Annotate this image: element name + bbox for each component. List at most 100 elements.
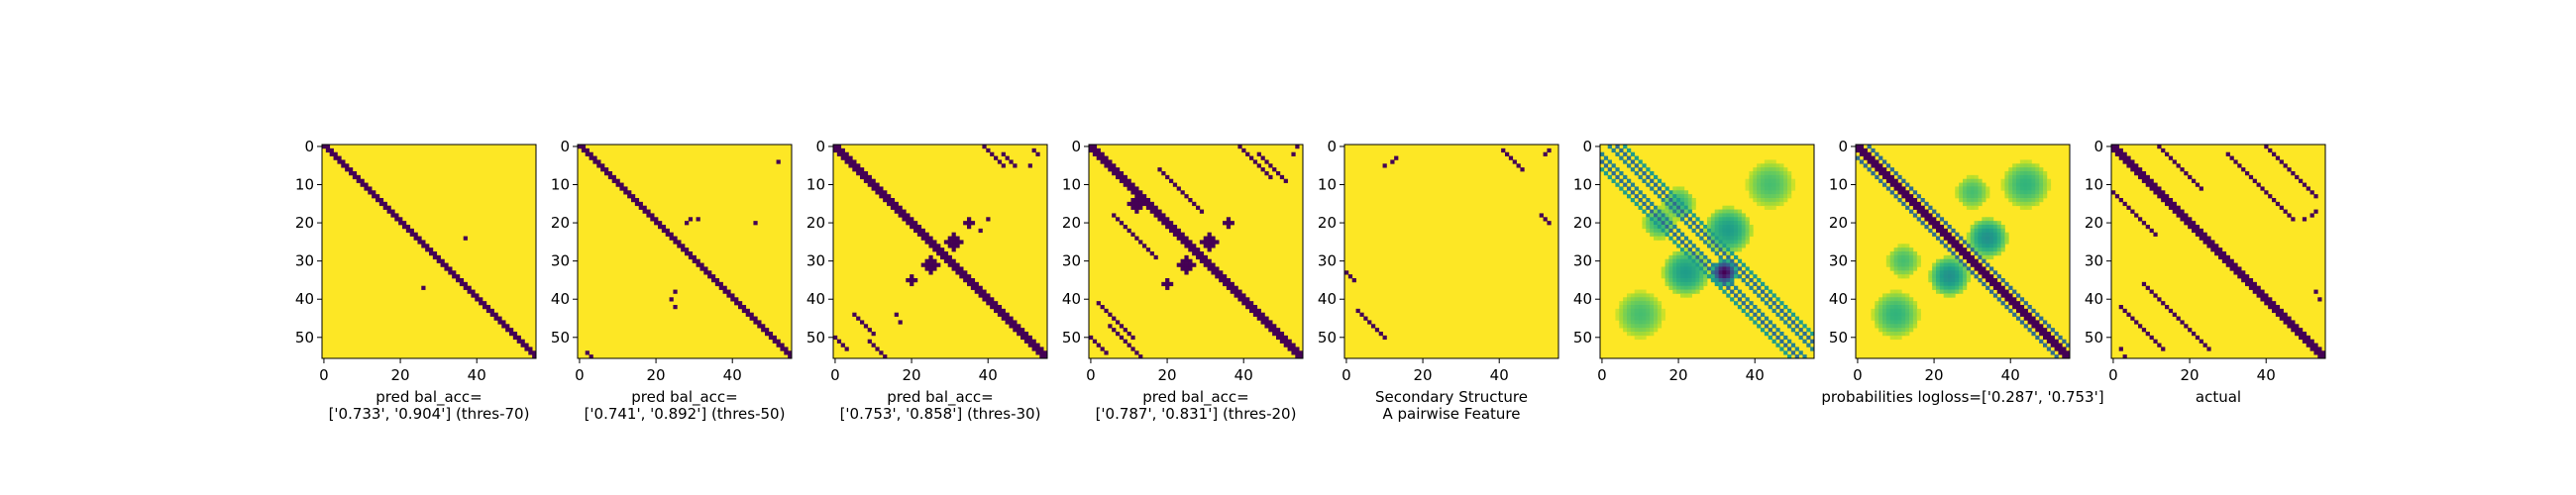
heatmap-cell xyxy=(1722,240,1727,245)
heatmap-cell xyxy=(1149,209,1154,214)
heatmap-cell xyxy=(1268,328,1273,333)
heatmap-cell xyxy=(1730,274,1735,279)
heatmap-cell xyxy=(2050,335,2055,341)
heatmap-cell xyxy=(2008,178,2013,183)
heatmap-cell xyxy=(402,221,407,226)
heatmap-cell xyxy=(2031,332,2036,337)
heatmap-cell xyxy=(2302,217,2308,222)
heatmap-cell xyxy=(1730,270,1735,275)
heatmap-cell xyxy=(2245,281,2250,287)
heatmap-cell xyxy=(928,236,933,241)
heatmap-cell xyxy=(1992,270,1998,275)
heatmap-cell xyxy=(1619,316,1624,321)
heatmap-cell xyxy=(947,254,952,260)
heatmap-cell xyxy=(1650,228,1655,234)
heatmap-cell xyxy=(1764,194,1770,199)
heatmap-cell xyxy=(1508,155,1514,160)
heatmap-cell xyxy=(852,167,857,172)
heatmap-cell xyxy=(2237,270,2242,275)
y-tick-label: 30 xyxy=(806,252,825,270)
heatmap-cell xyxy=(1664,262,1669,267)
heatmap-cell xyxy=(2035,171,2040,176)
heatmap-cell xyxy=(1737,209,1743,214)
y-tick-label: 50 xyxy=(295,329,314,346)
heatmap-cell xyxy=(1234,285,1238,290)
heatmap-cell xyxy=(1909,301,1914,306)
heatmap-cell xyxy=(1726,236,1731,241)
heatmap-cell xyxy=(951,248,956,252)
heatmap-cell xyxy=(1928,228,1933,234)
heatmap-cell xyxy=(1501,148,1506,153)
heatmap-cell xyxy=(1116,332,1121,337)
heatmap-cell xyxy=(2229,155,2234,160)
heatmap-cell xyxy=(2199,236,2203,241)
heatmap-cell xyxy=(1718,281,1723,287)
heatmap-cell xyxy=(1897,244,1902,248)
heatmap-cell xyxy=(1928,205,1933,210)
heatmap-cell xyxy=(1783,194,1788,199)
heatmap-cell xyxy=(1992,232,1998,237)
y-tick-label: 30 xyxy=(551,252,570,270)
heatmap-cell xyxy=(2016,190,2021,195)
heatmap-cell xyxy=(2283,316,2288,321)
heatmap-cell xyxy=(1783,350,1788,355)
heatmap-cell xyxy=(2031,190,2036,195)
heatmap-cell xyxy=(1199,240,1205,245)
heatmap-cell xyxy=(2214,251,2219,256)
heatmap-cell xyxy=(1737,305,1743,310)
heatmap-cell xyxy=(1668,205,1673,210)
heatmap-cell xyxy=(1184,194,1189,199)
heatmap-cell xyxy=(1165,281,1170,287)
heatmap-cell xyxy=(1875,305,1879,310)
heatmap-cell xyxy=(1184,266,1189,271)
heatmap-cell xyxy=(1737,236,1743,241)
heatmap-cell xyxy=(1654,312,1659,317)
heatmap-cell xyxy=(1646,221,1651,226)
heatmap-cell xyxy=(2291,328,2296,333)
heatmap-cell xyxy=(2279,312,2284,317)
heatmap-cell xyxy=(1916,194,1921,199)
x-axis-label: ['0.733', '0.904'] (thres-70) xyxy=(329,405,530,423)
heatmap-cell xyxy=(2176,316,2181,321)
heatmap-cell xyxy=(1897,312,1902,317)
heatmap-cell xyxy=(1775,198,1780,203)
heatmap-cell xyxy=(1986,236,1990,241)
heatmap-cell xyxy=(1951,228,1956,234)
heatmap-cell xyxy=(1176,236,1181,241)
heatmap-cell xyxy=(1889,251,1894,256)
heatmap-cell xyxy=(1943,228,1948,234)
heatmap-cell xyxy=(1672,198,1677,203)
heatmap-cell xyxy=(1936,236,1941,241)
heatmap-cell xyxy=(1989,217,1994,222)
heatmap-cell xyxy=(1714,278,1719,283)
heatmap-cell xyxy=(1901,201,1906,207)
heatmap-cell xyxy=(1932,266,1937,271)
heatmap-cell xyxy=(910,225,914,230)
heatmap-cell xyxy=(852,159,857,164)
heatmap-cell xyxy=(1745,236,1750,241)
heatmap-cell xyxy=(2268,305,2273,310)
heatmap-cell xyxy=(1734,209,1739,214)
heatmap-cell xyxy=(1134,186,1139,191)
heatmap-cell xyxy=(1718,270,1723,275)
heatmap-cell xyxy=(1295,350,1300,355)
heatmap-cell xyxy=(1603,171,1609,176)
heatmap-cell xyxy=(833,148,838,153)
heatmap-cell xyxy=(1885,324,1891,329)
heatmap-cell xyxy=(2168,205,2174,210)
heatmap-cell xyxy=(1203,244,1208,248)
heatmap-cell xyxy=(1714,266,1719,271)
heatmap-cell xyxy=(1963,178,1968,183)
heatmap-cell xyxy=(1642,297,1647,302)
heatmap-cell xyxy=(2122,159,2127,164)
heatmap-cell xyxy=(1611,178,1616,183)
heatmap-cell xyxy=(1909,328,1914,333)
heatmap-cell xyxy=(1989,228,1994,234)
heatmap-cell xyxy=(1184,254,1189,260)
heatmap-cell xyxy=(1116,167,1121,172)
heatmap-cell xyxy=(2302,182,2308,187)
heatmap-cell xyxy=(1909,262,1914,267)
heatmap-cell xyxy=(1726,281,1731,287)
heatmap-cell xyxy=(2019,190,2025,195)
